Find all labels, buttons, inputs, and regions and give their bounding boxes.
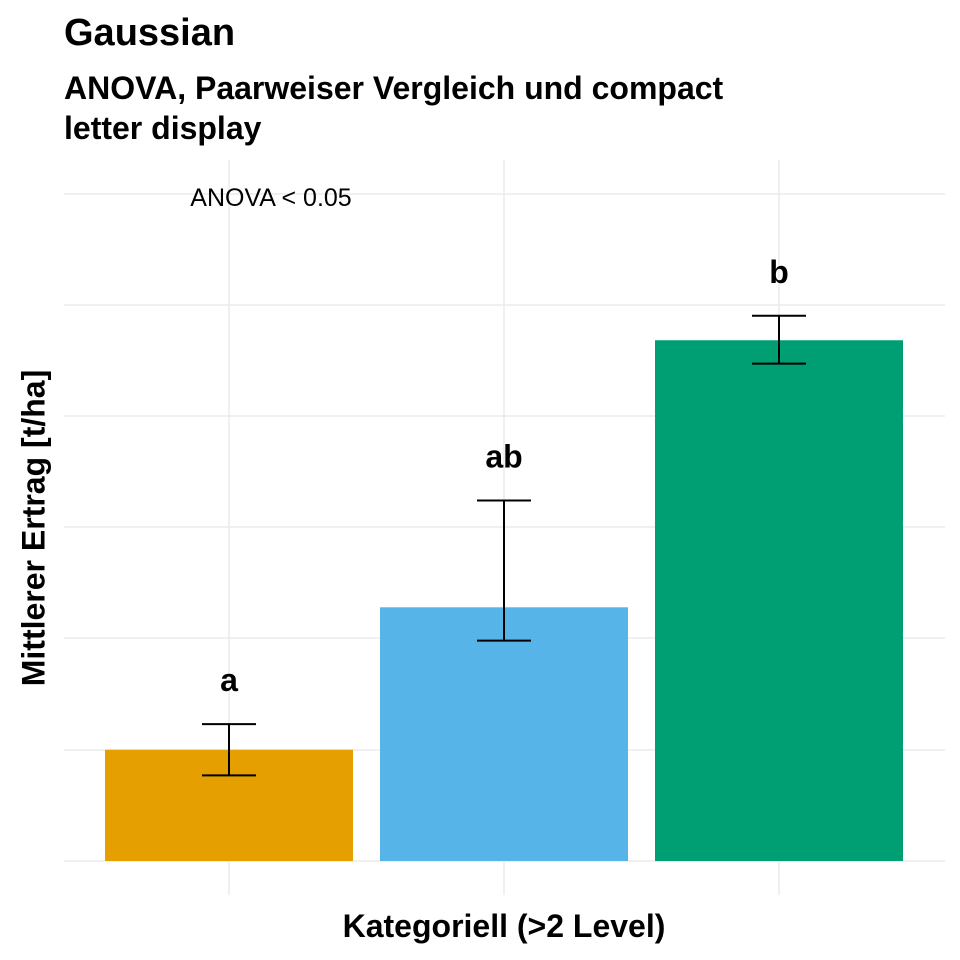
chart-title: Gaussian — [64, 12, 236, 54]
bars — [105, 340, 903, 861]
chart-subtitle: ANOVA, Paarweiser Vergleich und compact … — [64, 70, 724, 146]
cld-letter: ab — [485, 438, 522, 474]
cld-letter: a — [220, 662, 238, 698]
bar — [380, 607, 628, 861]
error-bars — [202, 314, 806, 777]
bar — [655, 340, 903, 861]
y-axis-label: Mittlerer Ertrag [t/ha] — [15, 369, 52, 687]
cld-letter: b — [769, 254, 789, 290]
anova-annotation: ANOVA < 0.05 — [190, 184, 351, 212]
x-axis-label: Kategoriell (>2 Level) — [342, 908, 666, 944]
letter-labels: a ab b — [220, 254, 789, 698]
